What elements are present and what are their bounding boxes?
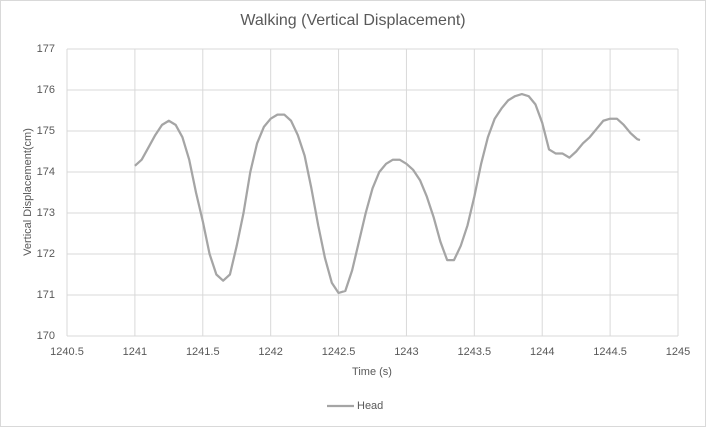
x-axis-label: Time (s) (352, 366, 392, 378)
x-tick-label: 1243 (394, 346, 418, 358)
y-tick-label: 173 (37, 207, 55, 219)
x-tick-label: 1242.5 (322, 346, 356, 358)
x-tick-label: 1241.5 (186, 346, 220, 358)
x-tick-label: 1240.5 (50, 346, 84, 358)
legend-label: Head (357, 400, 383, 412)
y-tick-label: 171 (37, 289, 55, 301)
y-tick-label: 172 (37, 248, 55, 260)
x-tick-label: 1241 (123, 346, 147, 358)
y-tick-label: 177 (37, 43, 55, 55)
x-tick-label: 1242 (258, 346, 282, 358)
x-tick-label: 1244.5 (593, 346, 627, 358)
y-tick-label: 176 (37, 84, 55, 96)
y-tick-label: 174 (37, 166, 55, 178)
y-axis-label: Vertical Displacement(cm) (22, 128, 34, 256)
x-tick-label: 1243.5 (458, 346, 492, 358)
chart-title: Walking (Vertical Displacement) (240, 12, 465, 29)
x-tick-label: 1244 (530, 346, 554, 358)
y-tick-label: 170 (37, 330, 55, 342)
y-tick-label: 175 (37, 125, 55, 137)
x-tick-label: 1245 (666, 346, 690, 358)
series-line (134, 92, 641, 295)
